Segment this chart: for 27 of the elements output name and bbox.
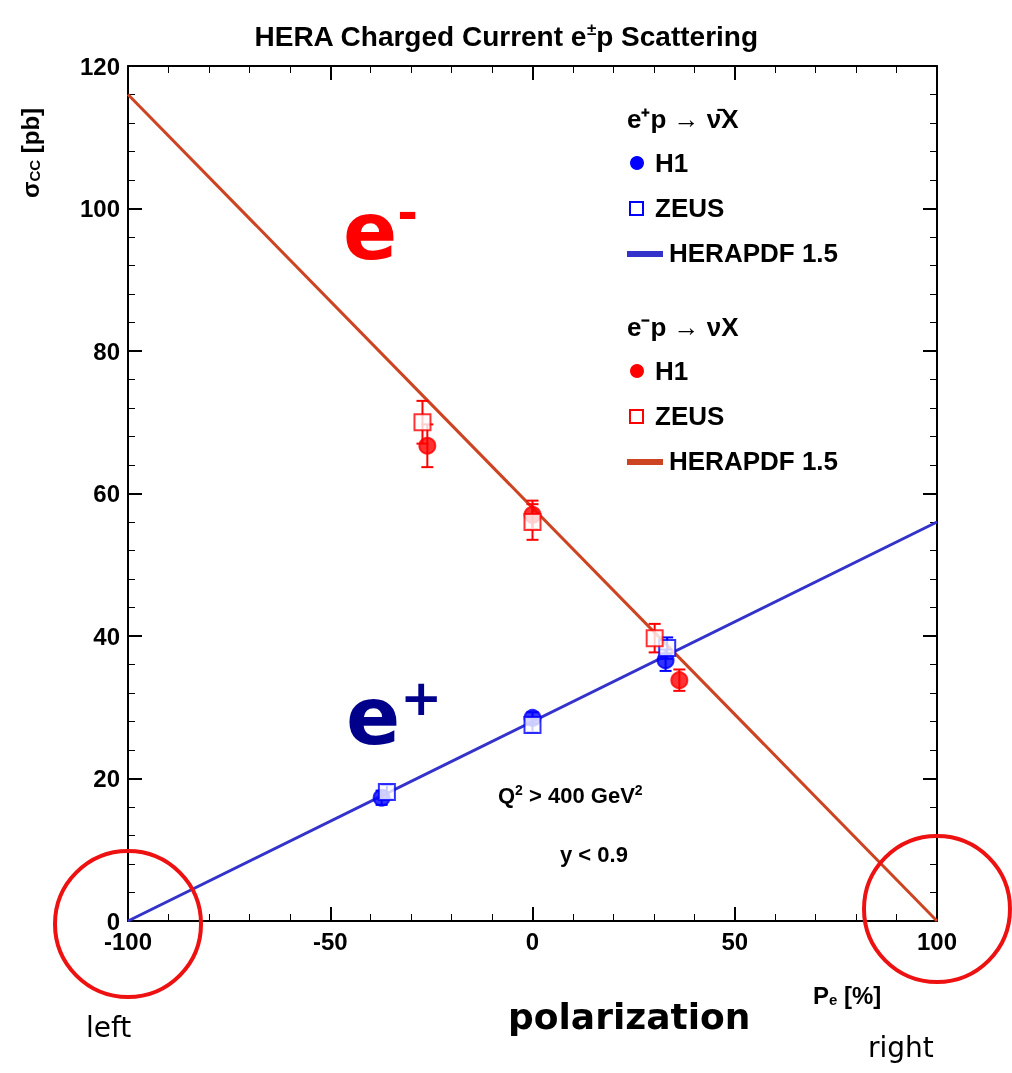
legend-label: H1 <box>655 356 689 386</box>
y-tick-label: 120 <box>79 52 120 80</box>
annotation: e⁻p → νX <box>627 312 740 342</box>
legend-label: H1 <box>655 148 689 178</box>
text: polarization <box>508 995 751 1037</box>
annotation: y < 0.9 <box>560 841 628 867</box>
y-tick-label: 60 <box>93 480 120 507</box>
legend-label: ZEUS <box>655 401 725 431</box>
legend-label: ZEUS <box>655 193 725 223</box>
chart-title: HERA Charged Current e±p Scattering <box>254 20 759 52</box>
text: left <box>86 1010 132 1044</box>
x-tick-label: 0 <box>525 927 540 955</box>
annotation: e+ <box>346 669 443 763</box>
y-tick-label: 100 <box>79 195 120 222</box>
x-tick-label: 100 <box>916 927 958 955</box>
legend-label: HERAPDF 1.5 <box>669 446 839 476</box>
x-tick-label: 50 <box>721 927 749 955</box>
text: right <box>868 1030 934 1064</box>
y-tick-label: 80 <box>93 337 120 365</box>
x-axis-title: Pe [%] <box>813 981 882 1009</box>
annotation: e- <box>343 184 419 278</box>
x-tick-label: -50 <box>312 927 348 955</box>
y-tick-label: 20 <box>93 765 120 792</box>
y-axis-title: σCC [pb] <box>16 107 44 199</box>
y-tick-label: 40 <box>93 622 120 650</box>
legend-label: HERAPDF 1.5 <box>669 238 839 268</box>
annotation: e⁺p → ν̄X <box>627 104 740 134</box>
